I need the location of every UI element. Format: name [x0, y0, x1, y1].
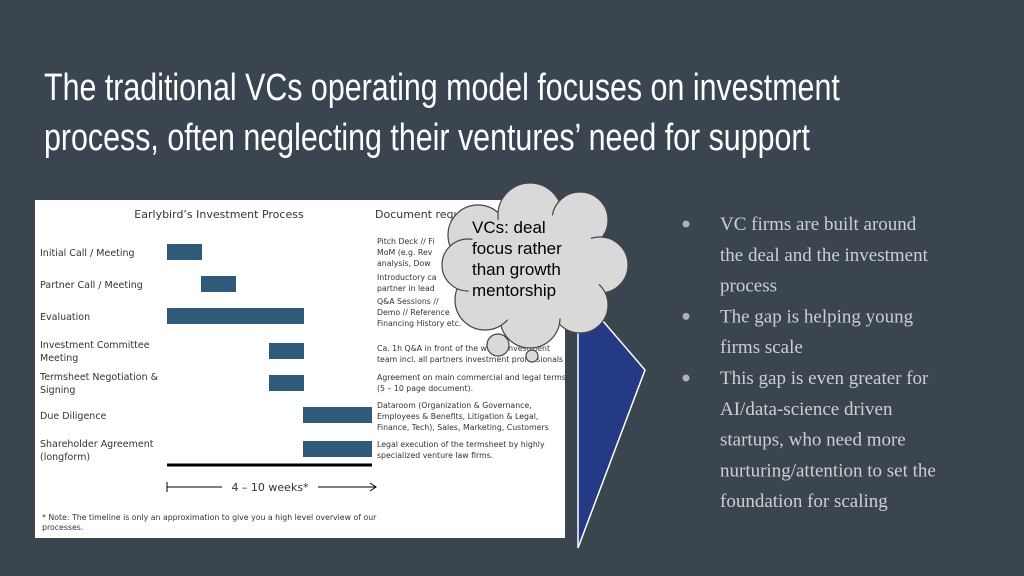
- doc-text: Legal execution of the termsheet by high…: [377, 440, 545, 449]
- bullet-line: the deal and the investment: [720, 245, 929, 266]
- callout-line: mentorship: [472, 281, 556, 300]
- doc-text: partner in lead: [377, 284, 435, 293]
- title: The traditional VCs operating model focu…: [44, 67, 840, 159]
- timeline-bars: [167, 244, 372, 457]
- bullet-line: This gap is even greater for: [720, 368, 929, 389]
- row-label: Shareholder Agreement: [40, 439, 154, 450]
- doc-text: Financing History etc.: [377, 319, 461, 328]
- row-label: Evaluation: [40, 312, 90, 323]
- row-label: Partner Call / Meeting: [40, 280, 143, 291]
- note: processes.: [42, 523, 83, 532]
- bar: [303, 407, 372, 423]
- bullet-list: VC firms are built around the deal and th…: [682, 214, 936, 512]
- title-line: The traditional VCs operating model focu…: [44, 67, 840, 109]
- bullet-dot: [682, 374, 690, 382]
- doc-text: Demo // Reference: [377, 308, 450, 317]
- doc-text: Pitch Deck // Fi: [377, 237, 434, 246]
- row-label: Termsheet Negotiation &: [39, 372, 159, 383]
- doc-text: analysis, Dow: [377, 259, 431, 268]
- doc-text: Finance, Tech), Sales, Marketing, Custom…: [377, 423, 549, 432]
- thought-cloud: [441, 182, 629, 363]
- bar: [167, 308, 304, 324]
- doc-text: Introductory ca: [377, 273, 437, 282]
- row-label: Meeting: [40, 353, 78, 364]
- doc-text: Agreement on main commercial and legal t…: [377, 373, 566, 382]
- bullet-dot: [682, 312, 690, 320]
- bar: [201, 276, 236, 292]
- row-label: (longform): [40, 452, 90, 463]
- doc-text: Employees & Benefits, Litigation & Legal…: [377, 412, 538, 421]
- doc-text: team incl. all partners investment profe…: [377, 355, 563, 364]
- doc-text: specialized venture law firms.: [377, 451, 493, 460]
- bar: [303, 441, 372, 457]
- bar: [167, 244, 202, 260]
- row-label: Initial Call / Meeting: [40, 248, 135, 259]
- bullet-line: process: [720, 276, 777, 297]
- row-label: Signing: [40, 385, 75, 396]
- row-label: Investment Committee: [40, 340, 150, 351]
- callout-line: than growth: [472, 260, 561, 279]
- bullet-line: nurturing/attention to set the: [720, 460, 936, 481]
- figure: Earlybird’s Investment Process Document r…: [39, 208, 566, 532]
- callout-line: focus rather: [472, 239, 562, 258]
- bar: [269, 375, 304, 391]
- note: * Note: The timeline is only an approxim…: [42, 513, 377, 522]
- row-label: Due Diligence: [40, 411, 107, 422]
- arrow-shape: [577, 289, 646, 549]
- doc-text: Dataroom (Organization & Governance,: [377, 401, 532, 410]
- title-line: process, often neglecting their ventures…: [44, 117, 810, 159]
- bullet-line: startups, who need more: [720, 430, 906, 451]
- duration: 4 – 10 weeks*: [231, 481, 309, 494]
- callout-line: VCs: deal: [472, 218, 546, 237]
- bullet-line: firms scale: [720, 337, 803, 358]
- bullet-line: AI/data-science driven: [720, 399, 893, 420]
- doc-text: (5 – 10 page document).: [377, 384, 473, 393]
- arrow-head: [369, 482, 377, 492]
- figure-heading: Earlybird’s Investment Process: [134, 208, 304, 221]
- bullet-line: VC firms are built around: [720, 214, 917, 235]
- doc-text: MoM (e.g. Rev: [377, 248, 433, 257]
- doc-text: Q&A Sessions //: [377, 297, 439, 306]
- callout-text: VCs: deal focus rather than growth mentorsh…: [472, 218, 562, 300]
- doc-text: Ca. 1h Q&A in front of the whole investm…: [377, 344, 550, 353]
- bar: [269, 343, 304, 359]
- bullet-line: foundation for scaling: [720, 491, 888, 512]
- bullet-line: The gap is helping young: [720, 306, 914, 327]
- bullet-dot: [682, 220, 690, 228]
